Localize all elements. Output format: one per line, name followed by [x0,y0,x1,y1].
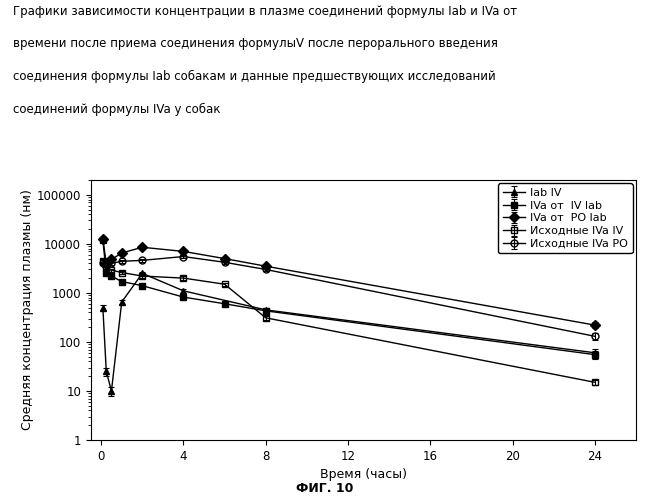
Text: Графики зависимости концентрации в плазме соединений формулы Iab и IVa от: Графики зависимости концентрации в плазм… [13,5,517,18]
Legend: Iab IV, IVa от  IV lab, IVa от  PO lab, Исходные IVa IV, Исходные IVa PO: Iab IV, IVa от IV lab, IVa от PO lab, Ис… [498,184,633,254]
Y-axis label: Средняя концентрация плазмы (нм): Средняя концентрация плазмы (нм) [21,190,34,430]
Text: ФИГ. 10: ФИГ. 10 [296,482,353,495]
Text: времени после приема соединения формулыV после перорального введения: времени после приема соединения формулыV… [13,38,498,51]
X-axis label: Время (часы): Время (часы) [320,468,407,481]
Text: соединения формулы Iab собакам и данные предшествующих исследований: соединения формулы Iab собакам и данные … [13,70,496,83]
Text: соединений формулы IVa у собак: соединений формулы IVa у собак [13,102,221,116]
